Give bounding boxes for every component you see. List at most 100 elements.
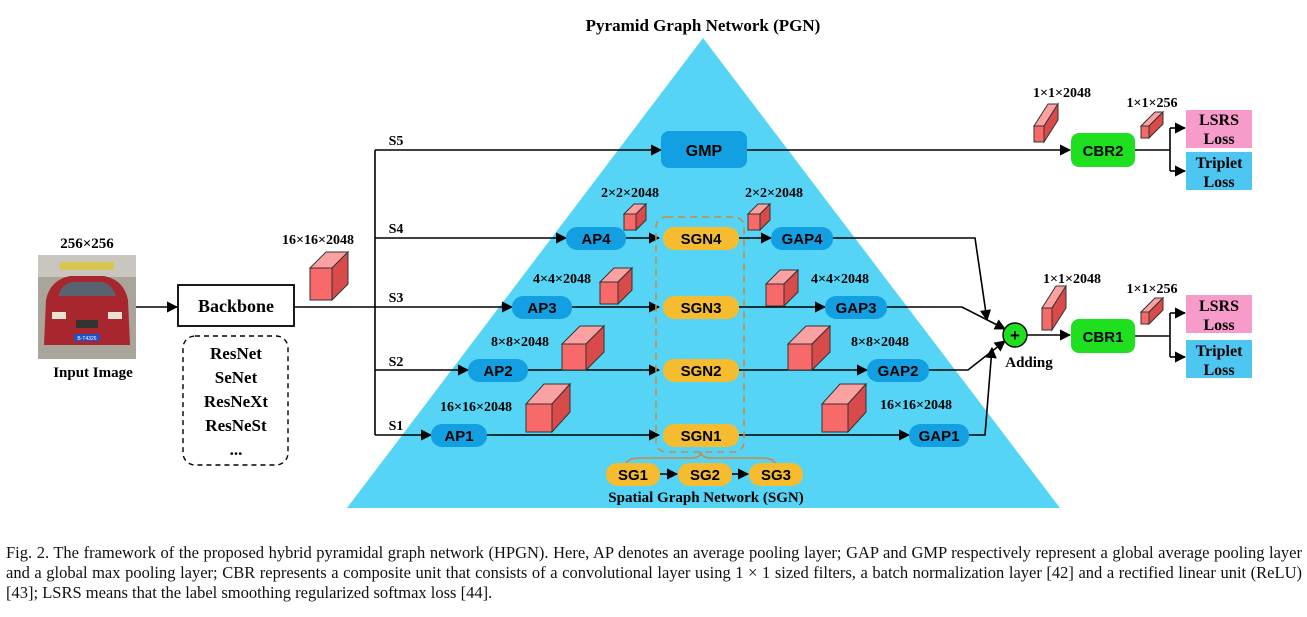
cbr1-output-cube (1139, 296, 1165, 326)
sg1-node: SG1 (606, 463, 660, 486)
branch-label-s4: S4 (389, 222, 404, 237)
svg-text:GAP2: GAP2 (878, 363, 919, 380)
gap4-input-dim: 2×2×2048 (745, 186, 803, 201)
input-image-caption: Input Image (53, 365, 133, 381)
backbone-box (177, 284, 295, 327)
ap1-node: AP1 (431, 424, 487, 447)
cbr2-input-cube (1033, 102, 1059, 144)
gap4-node: GAP4 (771, 227, 833, 250)
svg-text:Loss: Loss (1203, 362, 1234, 379)
branch-label-s2: S2 (389, 355, 404, 370)
ap4-output-cube (622, 202, 648, 232)
svg-text:LSRS: LSRS (1199, 112, 1239, 129)
gap1-input-cube (820, 382, 868, 434)
figure-caption: Fig. 2. The framework of the proposed hy… (6, 543, 1302, 602)
svg-text:GMP: GMP (686, 143, 723, 160)
svg-text:SGN1: SGN1 (681, 428, 722, 445)
triplet-loss-box-bottom: Triplet Loss (1186, 340, 1252, 379)
branch-label-s1: S1 (389, 419, 404, 434)
svg-text:AP2: AP2 (483, 363, 512, 380)
ap3-node: AP3 (512, 296, 572, 319)
cbr1-input-dim: 1×1×2048 (1043, 272, 1101, 287)
gap4-input-cube (746, 202, 772, 232)
ap2-node: AP2 (468, 359, 528, 382)
adding-node: + (1002, 322, 1028, 348)
svg-text:SG2: SG2 (690, 467, 720, 484)
triplet-loss-box-top: Triplet Loss (1186, 152, 1252, 191)
backbone-option-more: ... (230, 440, 243, 459)
svg-text:Loss: Loss (1203, 131, 1234, 148)
gap1-node: GAP1 (909, 424, 969, 447)
svg-text:Loss: Loss (1203, 317, 1234, 334)
backbone-option-resnext: ResNeXt (204, 392, 269, 411)
gap3-input-cube (764, 268, 800, 308)
svg-text:GAP1: GAP1 (919, 428, 960, 445)
ap4-node: AP4 (566, 227, 626, 250)
svg-text:LSRS: LSRS (1199, 298, 1239, 315)
sgn-bracket (624, 451, 777, 468)
cbr1-node: CBR1 (1071, 319, 1135, 353)
sgn1-node: SGN1 (663, 424, 739, 447)
sgn2-node: SGN2 (663, 359, 739, 382)
lsrs-loss-box-bottom: LSRS Loss (1186, 295, 1252, 334)
ap2-output-cube (560, 324, 606, 372)
svg-text:GAP3: GAP3 (836, 300, 877, 317)
cbr2-output-dim: 1×1×256 (1127, 96, 1178, 111)
cbr2-output-cube (1139, 110, 1165, 140)
svg-text:+: + (1010, 326, 1020, 345)
cbr1-output-dim: 1×1×256 (1127, 282, 1178, 297)
spatial-graph-label: Spatial Graph Network (SGN) (608, 490, 803, 506)
svg-text:Loss: Loss (1203, 174, 1234, 191)
sg2-node: SG2 (678, 463, 732, 486)
input-image: B·T4326 (38, 255, 136, 359)
adding-label: Adding (1005, 355, 1053, 371)
sgn3-node: SGN3 (663, 296, 739, 319)
sgn-group-dashed-box (655, 216, 745, 453)
svg-text:SGN4: SGN4 (681, 231, 723, 248)
svg-text:Triplet: Triplet (1196, 155, 1243, 172)
backbone-option-resnest: ResNeSt (205, 416, 267, 435)
gap2-node: GAP2 (867, 359, 929, 382)
gmp-node: GMP (661, 131, 747, 168)
svg-text:SG3: SG3 (761, 467, 791, 484)
svg-text:GAP4: GAP4 (782, 231, 824, 248)
gap2-input-dim: 8×8×2048 (851, 335, 909, 350)
hpgn-diagram: Pyramid Graph Network (PGN) B·T4326 256×… (38, 16, 1252, 508)
gap2-input-cube (786, 324, 832, 372)
sg3-node: SG3 (749, 463, 803, 486)
sgn4-node: SGN4 (663, 227, 739, 250)
svg-text:SG1: SG1 (618, 467, 648, 484)
ap1-output-dim: 16×16×2048 (440, 400, 512, 415)
backbone-output-cube (308, 250, 350, 302)
ap3-output-dim: 4×4×2048 (533, 272, 591, 287)
ap3-output-cube (598, 266, 634, 306)
backbone-output-dim: 16×16×2048 (282, 233, 354, 248)
svg-text:SGN3: SGN3 (681, 300, 722, 317)
svg-text:AP1: AP1 (444, 428, 473, 445)
backbone-label: Backbone (198, 296, 274, 316)
svg-text:Triplet: Triplet (1196, 343, 1243, 360)
cbr1-input-cube (1041, 284, 1067, 332)
ap2-output-dim: 8×8×2048 (491, 335, 549, 350)
cbr2-node: CBR2 (1071, 133, 1135, 167)
backbone-options-box (182, 335, 289, 466)
branch-label-s3: S3 (389, 291, 404, 306)
plate-text: B·T4326 (77, 336, 96, 342)
svg-text:AP3: AP3 (527, 300, 556, 317)
gap3-node: GAP3 (825, 296, 887, 319)
input-size-label: 256×256 (60, 236, 114, 252)
backbone-option-senet: SeNet (215, 368, 258, 387)
gap1-input-dim: 16×16×2048 (880, 398, 952, 413)
pgn-title: Pyramid Graph Network (PGN) (586, 16, 821, 35)
cbr2-input-dim: 1×1×2048 (1033, 86, 1091, 101)
ap1-output-cube (524, 382, 572, 434)
pyramid-background (347, 38, 1060, 508)
svg-text:CBR2: CBR2 (1083, 143, 1124, 160)
gap3-input-dim: 4×4×2048 (811, 272, 869, 287)
svg-text:AP4: AP4 (581, 231, 611, 248)
lsrs-loss-box-top: LSRS Loss (1186, 110, 1252, 148)
backbone-option-resnet: ResNet (210, 344, 262, 363)
ap4-output-dim: 2×2×2048 (601, 186, 659, 201)
svg-text:CBR1: CBR1 (1083, 329, 1124, 346)
branch-label-s5: S5 (389, 134, 404, 149)
